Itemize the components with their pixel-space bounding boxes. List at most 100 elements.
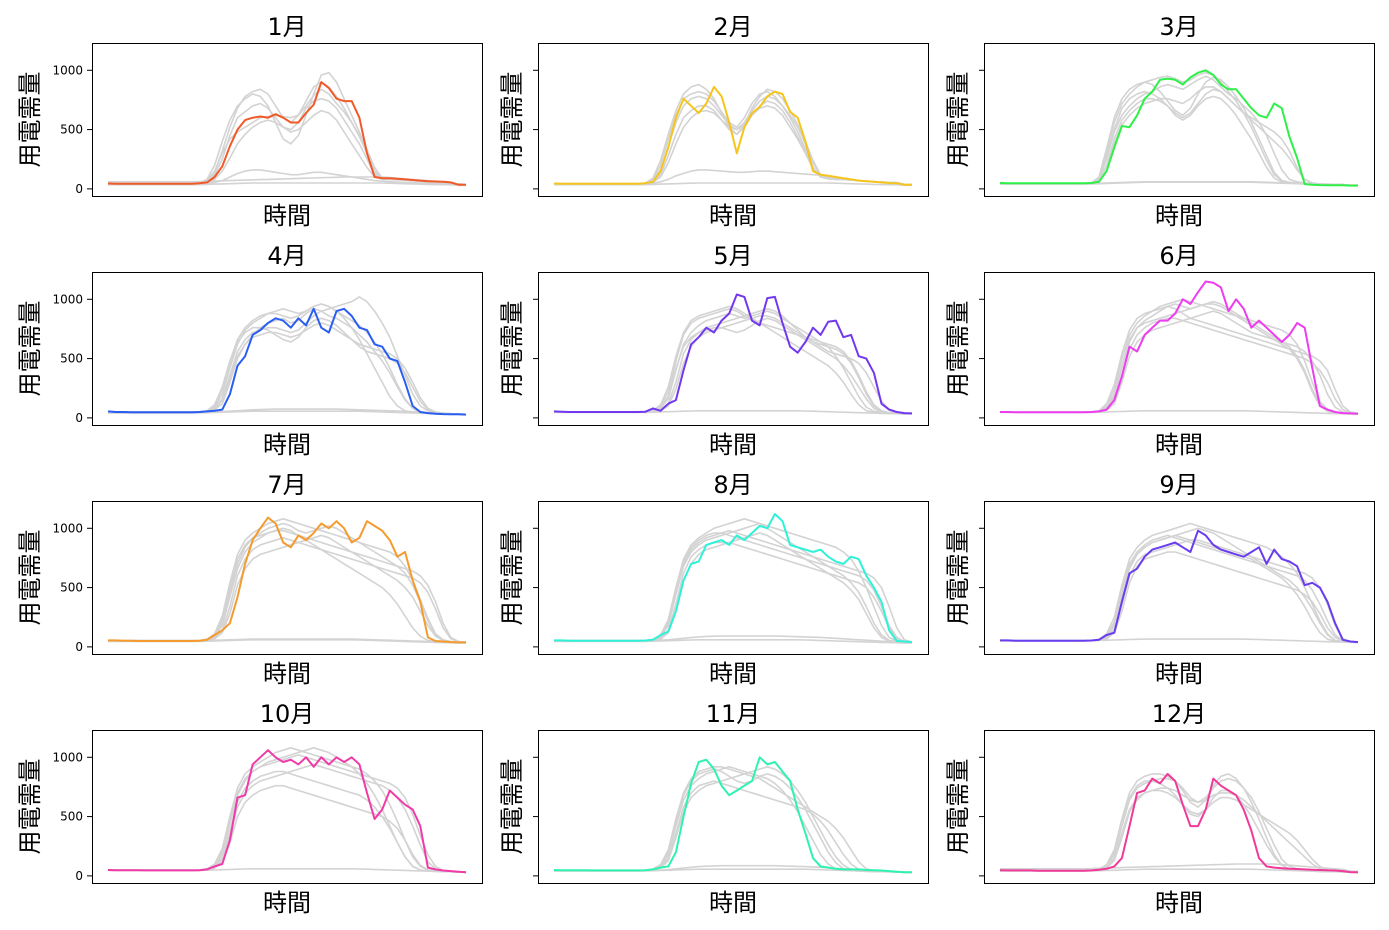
y-axis-label: 用電需量 [944,759,972,855]
panel-title: 11月 [706,700,761,728]
y-tick-label: 500 [60,123,83,137]
series-group [107,71,467,187]
background-series-line [553,529,913,643]
panel-title: 9月 [1159,471,1198,499]
y-tick-label: 500 [60,810,83,824]
x-axis-label: 時間 [1155,431,1203,459]
y-tick-label: 1000 [52,750,83,764]
x-axis-label: 時間 [263,431,311,459]
background-series-line [999,534,1359,643]
background-series-line [107,317,467,416]
y-axis-label: 用電需量 [498,301,526,397]
panel-title: 1月 [267,13,306,41]
y-tick-label: 1000 [52,63,83,77]
y-axis-label: 用電需量 [944,301,972,397]
x-axis-label: 時間 [709,202,757,230]
background-series-line [999,789,1359,874]
plot-frame [92,272,483,426]
series-group [107,296,467,416]
series-group [553,756,912,874]
panel-title: 10月 [260,700,315,728]
panel-title: 2月 [713,13,752,41]
y-tick-label: 500 [60,352,83,366]
highlight-series-line [553,85,912,186]
y-tick-label: 1000 [52,521,83,535]
highlight-series-line [999,772,1359,874]
background-series-line [553,532,913,643]
background-series-line [999,317,1359,414]
x-axis-label: 時間 [263,202,311,230]
x-axis-label: 時間 [1155,660,1203,688]
x-axis-label: 時間 [263,889,311,917]
background-series-line [999,75,1358,187]
background-series-line [553,766,912,874]
x-axis-label: 時間 [1155,889,1203,917]
series-group [107,747,467,874]
y-axis-label: 用電需量 [16,72,44,168]
background-series-line [108,81,467,186]
y-axis-label: 用電需量 [498,759,526,855]
y-tick-label: 0 [75,182,83,196]
x-axis-label: 時間 [709,431,757,459]
plot-frame [538,501,929,655]
series-group [553,513,913,644]
x-axis-label: 時間 [709,660,757,688]
y-axis-label: 用電需量 [16,301,44,397]
background-series-line [107,88,467,186]
highlight-series-line [553,756,912,874]
background-series-line [999,539,1359,643]
panel-title: 4月 [267,242,306,270]
y-axis-label: 用電需量 [498,72,526,168]
y-tick-label: 0 [75,640,83,654]
y-axis-label: 用電需量 [498,530,526,626]
background-series-line [553,532,913,643]
background-series-line [107,784,467,874]
highlight-series-line [107,307,467,416]
panel-title: 7月 [267,471,306,499]
plot-frame [92,730,483,884]
highlight-series-line [554,513,913,644]
plot-frame [984,501,1375,655]
y-tick-label: 500 [60,581,83,595]
highlight-series-line [999,69,1358,187]
background-series-line [553,780,912,874]
plot-frame [538,272,929,426]
series-group [999,280,1359,415]
series-group [553,293,913,415]
highlight-series-line [108,516,466,644]
background-series-line [999,88,1358,187]
series-group [999,522,1359,644]
series-group [553,83,912,187]
panel-title: 12月 [1152,700,1207,728]
plot-frame [538,43,929,197]
x-axis-label: 時間 [263,660,311,688]
background-series-line [553,305,912,415]
panel-title: 6月 [1159,242,1198,270]
background-series-line [107,296,467,416]
highlight-series-line [1000,529,1359,644]
highlight-series-line [1000,280,1359,415]
background-series-line [999,534,1359,643]
background-series-line [999,90,1358,187]
background-series-line [107,529,467,643]
background-series-line [1000,863,1359,873]
background-series-line [553,317,913,415]
highlight-series-line [107,81,466,186]
plot-frame [984,730,1375,884]
background-series-line [999,76,1358,187]
plot-frame [92,43,483,197]
background-series-line [999,86,1358,187]
series-group [107,516,467,644]
background-series-line [999,298,1359,415]
x-axis-label: 時間 [1155,202,1203,230]
